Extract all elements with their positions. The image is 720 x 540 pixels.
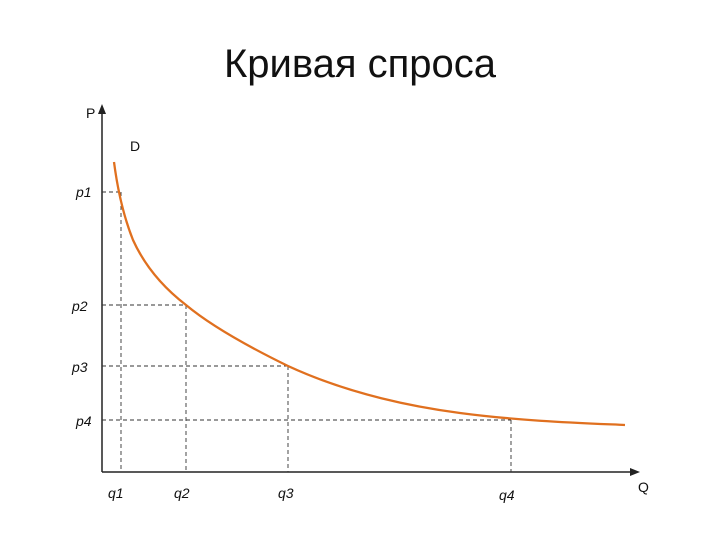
x-tick-q1: q1	[108, 485, 124, 501]
x-tick-q2: q2	[174, 485, 190, 501]
x-tick-q3: q3	[278, 485, 294, 501]
x-tick-q4: q4	[499, 487, 515, 503]
guide-lines	[102, 191, 512, 472]
y-tick-p3: p3	[71, 359, 88, 375]
demand-curve	[112, 161, 626, 427]
slide-title: Кривая спроса	[223, 42, 497, 86]
x-axis-label: Q	[638, 479, 649, 495]
y-axis-label: P	[86, 105, 95, 121]
y-tick-p4: p4	[75, 413, 92, 429]
y-tick-p1: p1	[75, 184, 92, 200]
x-axis-arrow	[630, 468, 640, 476]
y-axis-arrow	[98, 104, 106, 114]
y-tick-p2: p2	[71, 298, 88, 314]
series-label-d: D	[130, 138, 140, 154]
